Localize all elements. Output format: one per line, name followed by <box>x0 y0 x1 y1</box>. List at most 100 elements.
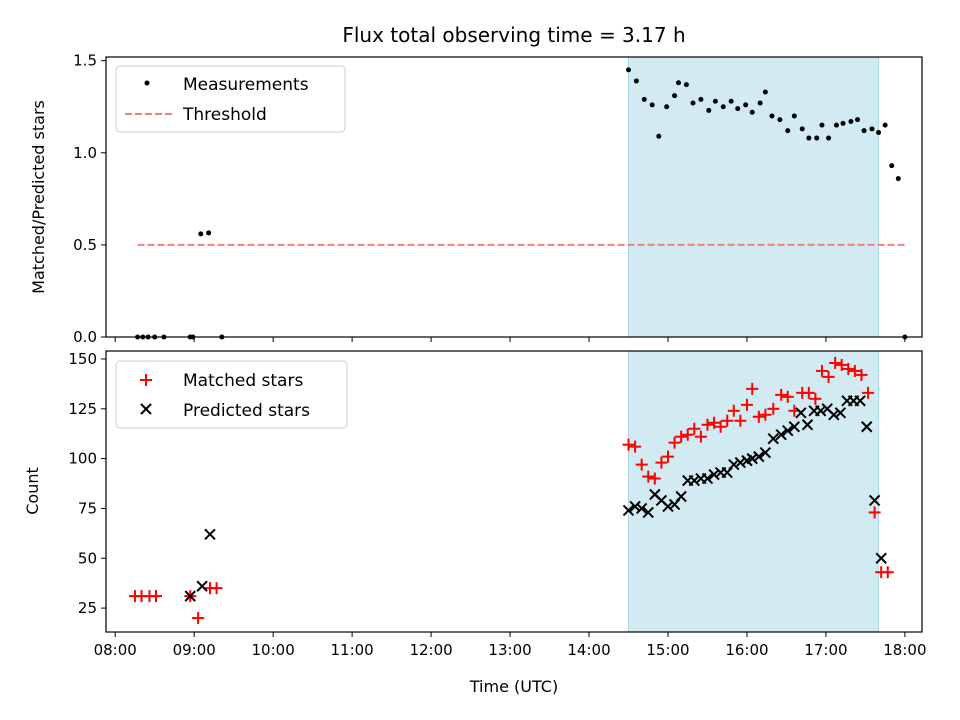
legend-predicted-label: Predicted stars <box>183 401 310 421</box>
top-panel: 0.0 0.5 1.0 1.5 Matched/Predicted stars Mea… <box>29 52 923 346</box>
x-tick-label: 16:00 <box>725 641 768 659</box>
legend-matched-marker <box>140 374 152 386</box>
matched-stars-point <box>775 388 788 401</box>
predicted-stars-point <box>767 432 779 445</box>
matched-stars-point <box>767 402 780 415</box>
x-tick-label: 12:00 <box>409 641 452 659</box>
measurements-point <box>649 102 655 108</box>
measurements-point <box>720 104 726 110</box>
measurements-point <box>806 135 812 141</box>
measurements-point <box>785 128 791 134</box>
matched-stars-point <box>734 414 747 427</box>
predicted-stars-point <box>746 452 758 465</box>
predicted-stars-point <box>204 528 216 541</box>
measurements-point <box>672 93 678 99</box>
matched-stars-point <box>150 590 163 603</box>
matched-stars-point <box>802 386 815 399</box>
matched-stars-point <box>822 370 835 383</box>
bottom-panel-frame <box>105 350 923 633</box>
matched-stars-point <box>622 438 635 451</box>
predicted-stars-point <box>753 450 765 463</box>
measurements-point <box>769 113 775 119</box>
measurements-point <box>728 98 734 104</box>
measurements-point <box>633 78 639 84</box>
measurements-point <box>869 126 875 132</box>
bottom-y-tick-label: 75 <box>78 499 97 517</box>
top-y-axis-label: Matched/Predicted stars <box>29 100 48 294</box>
matched-stars-point <box>855 368 868 381</box>
x-axis-label: Time (UTC) <box>469 677 558 696</box>
measurements-point <box>683 82 689 88</box>
matched-stars-point <box>675 430 688 443</box>
legend-matched-label: Matched stars <box>183 371 303 391</box>
predicted-stars-point <box>688 474 701 487</box>
measurements-point <box>698 96 704 102</box>
bottom-panel: 25 50 75 100 125 150 08:00 09:00 10:00 11:00 12:0… <box>23 350 927 696</box>
measurements-point <box>876 130 882 136</box>
matched-stars-point <box>694 430 707 443</box>
measurements-point <box>757 100 763 106</box>
measurements-point <box>198 231 204 237</box>
predicted-stars-point <box>759 446 772 459</box>
x-tick-label: 13:00 <box>488 641 531 659</box>
matched-stars-point <box>881 566 894 579</box>
measurements-point <box>791 113 797 119</box>
bottom-y-tick-label: 50 <box>78 549 97 567</box>
x-tick-label: 15:00 <box>646 641 689 659</box>
measurements-point <box>840 120 846 126</box>
predicted-stars-point <box>184 590 196 602</box>
measurements-point <box>706 107 712 113</box>
measurements-point <box>676 80 682 86</box>
measurements-point <box>799 126 805 132</box>
bottom-y-tick-label: 100 <box>68 450 97 468</box>
matched-stars-point <box>835 358 848 371</box>
measurements-point <box>690 100 696 106</box>
measurements-point <box>882 122 888 128</box>
measurements-point <box>749 109 755 115</box>
measurements-point <box>664 104 670 110</box>
measurements-point <box>861 128 867 134</box>
predicted-stars-point <box>728 458 740 471</box>
predicted-stars-point <box>861 421 873 433</box>
chart-title: Flux total observing time = 3.17 h <box>342 23 685 47</box>
x-tick-label: 11:00 <box>330 641 373 659</box>
matched-stars-point <box>721 414 734 427</box>
legend-threshold-label: Threshold <box>182 105 267 125</box>
x-tick-label: 18:00 <box>883 641 926 659</box>
bottom-shaded-region <box>628 350 880 633</box>
matched-stars-point <box>668 436 681 449</box>
matched-stars-point <box>868 506 881 519</box>
measurements-point <box>735 106 741 112</box>
matched-stars-point <box>708 416 721 429</box>
x-tick-label: 08:00 <box>94 641 137 659</box>
top-y-tick-label: 0.0 <box>73 328 97 346</box>
measurements-point <box>855 117 861 123</box>
measurements-point <box>656 133 662 139</box>
top-shaded-region <box>628 56 880 338</box>
matched-stars-point <box>815 364 828 377</box>
predicted-stars-point <box>801 419 814 431</box>
predicted-stars-point <box>788 421 801 433</box>
legend-measurements-marker <box>144 80 150 86</box>
measurements-point <box>641 96 647 102</box>
matched-stars-point <box>829 356 842 369</box>
matched-stars-point <box>648 472 661 485</box>
matched-stars-point <box>714 420 727 433</box>
measurements-point <box>848 118 854 124</box>
matched-stars-point <box>661 450 674 463</box>
bottom-legend: Matched stars Predicted stars <box>115 360 348 429</box>
measurements-point <box>777 117 783 123</box>
matched-stars-point <box>635 458 648 471</box>
top-y-tick-label: 1.5 <box>73 52 97 70</box>
predicted-stars-point <box>775 428 787 441</box>
predicted-stars-point <box>795 407 807 419</box>
measurements-point <box>889 163 895 169</box>
x-tick-label: 17:00 <box>804 641 847 659</box>
matched-stars-point <box>862 386 875 399</box>
measurements-point <box>814 135 820 141</box>
measurements-point <box>626 67 632 73</box>
predicted-stars-point <box>642 506 654 519</box>
matched-stars-point <box>842 362 855 375</box>
predicted-stars-point <box>734 456 747 469</box>
